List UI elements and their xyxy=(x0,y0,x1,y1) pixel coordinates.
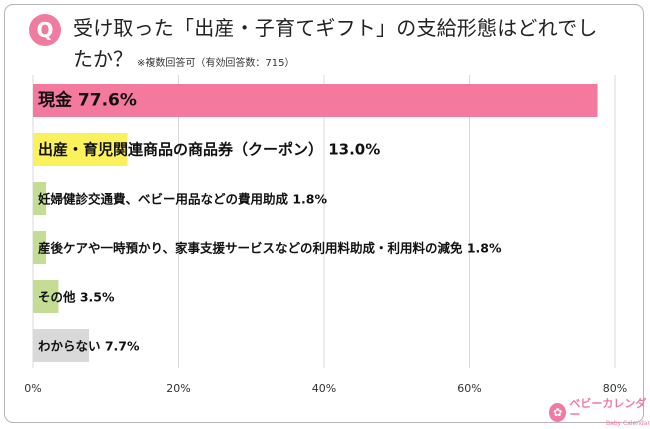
bar-data-label: 妊婦健診交通費、ベビー用品などの費用助成 1.8% xyxy=(38,192,327,207)
x-tick-label: 20% xyxy=(166,382,190,395)
bar xyxy=(33,280,59,313)
question-badge: Q xyxy=(29,14,61,46)
x-tick-label: 0% xyxy=(24,382,41,395)
brand-name: ベビーカレンダー xyxy=(569,397,647,421)
x-tick-label: 40% xyxy=(312,382,336,395)
brand-logo: ✿ ベビーカレンダー Baby Calendar xyxy=(549,398,650,427)
bar-data-label: 現金 77.6% xyxy=(38,90,137,111)
bar xyxy=(33,84,598,117)
brand-subtitle: Baby Calendar xyxy=(605,420,650,427)
bar-data-label: わからない 7.7% xyxy=(38,339,140,354)
chart-title-line1: 受け取った「出産・子育てギフト」の支給形態はどれでし xyxy=(73,16,598,40)
bar-data-label: 出産・育児関連商品の商品券（クーポン） 13.0% xyxy=(38,141,380,159)
bar xyxy=(33,329,90,362)
chart-title-text: たか？ xyxy=(73,47,133,71)
response-note: ※複数回答可（有効回答数：715） xyxy=(137,58,295,69)
bar xyxy=(33,231,47,264)
bar xyxy=(33,182,47,215)
bar xyxy=(33,133,128,166)
bar-data-label: 産後ケアや一時預かり、家事支援サービスなどの利用料助成・利用料の減免 1.8% xyxy=(38,241,502,256)
bar-data-label: その他 3.5% xyxy=(38,290,115,305)
x-tick-label: 80% xyxy=(603,382,627,395)
baby-calendar-icon: ✿ xyxy=(549,403,567,422)
x-tick-label: 60% xyxy=(457,382,481,395)
chart-title-line2: たか？ ※複数回答可（有効回答数：715） xyxy=(73,43,294,72)
